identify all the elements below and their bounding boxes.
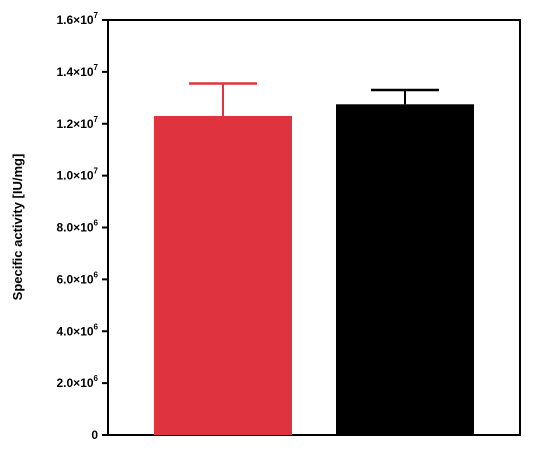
bars xyxy=(154,104,474,435)
y-tick-label: 1.6×107 xyxy=(57,11,99,27)
bar-1 xyxy=(154,115,292,435)
y-tick-label: 1.0×107 xyxy=(57,167,99,183)
y-axis-ticks: 0 2.0×106 4.0×106 6.0×106 8.0×106 1.0×107 1.2×… xyxy=(57,11,108,442)
bar-2 xyxy=(336,104,474,435)
y-tick-label: 4.0×106 xyxy=(57,322,99,338)
error-bars xyxy=(189,82,439,116)
y-tick-label: 2.0×106 xyxy=(57,374,99,390)
y-tick-label: 1.4×107 xyxy=(57,63,99,79)
y-tick-label: 8.0×106 xyxy=(57,219,99,235)
y-tick-label: 0 xyxy=(91,428,98,442)
y-tick-label: 6.0×106 xyxy=(57,270,99,286)
y-tick-label: 1.2×107 xyxy=(57,115,99,131)
y-axis-label: Specific activity [IU/mg] xyxy=(10,154,25,301)
